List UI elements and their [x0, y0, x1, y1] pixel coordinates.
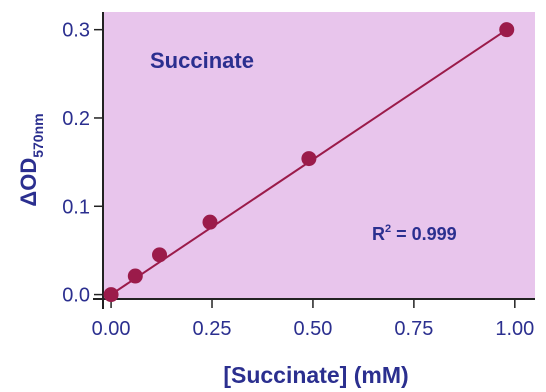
data-point — [301, 151, 317, 167]
y-tick-label: 0.3 — [62, 20, 90, 42]
x-tick-label: 0.25 — [193, 318, 232, 340]
data-point — [499, 22, 515, 38]
x-tick-label: 0.50 — [293, 318, 332, 340]
data-series — [103, 22, 515, 303]
x-axis-label: [Succinate] (mM) — [223, 362, 408, 388]
y-tick-label: 0.1 — [62, 196, 90, 218]
annotation-label: Succinate — [150, 48, 254, 73]
data-point — [152, 247, 168, 263]
tick-group: 0.00 0.25 0.50 0.75 1.00 0.0 0.1 0.2 0.3 — [62, 20, 534, 340]
x-tick-label: 0.75 — [394, 318, 433, 340]
axes — [93, 12, 535, 309]
y-tick-label: 0.0 — [62, 285, 90, 307]
y-axis-label: ΔOD570nm — [16, 113, 46, 206]
data-point — [127, 268, 143, 284]
x-tick-label: 0.00 — [92, 318, 131, 340]
x-tick-label: 1.00 — [495, 318, 534, 340]
data-point — [103, 287, 119, 303]
data-point — [202, 214, 218, 230]
r-squared-annotation: R2 = 0.999 — [372, 223, 457, 244]
y-tick-label: 0.2 — [62, 108, 90, 130]
